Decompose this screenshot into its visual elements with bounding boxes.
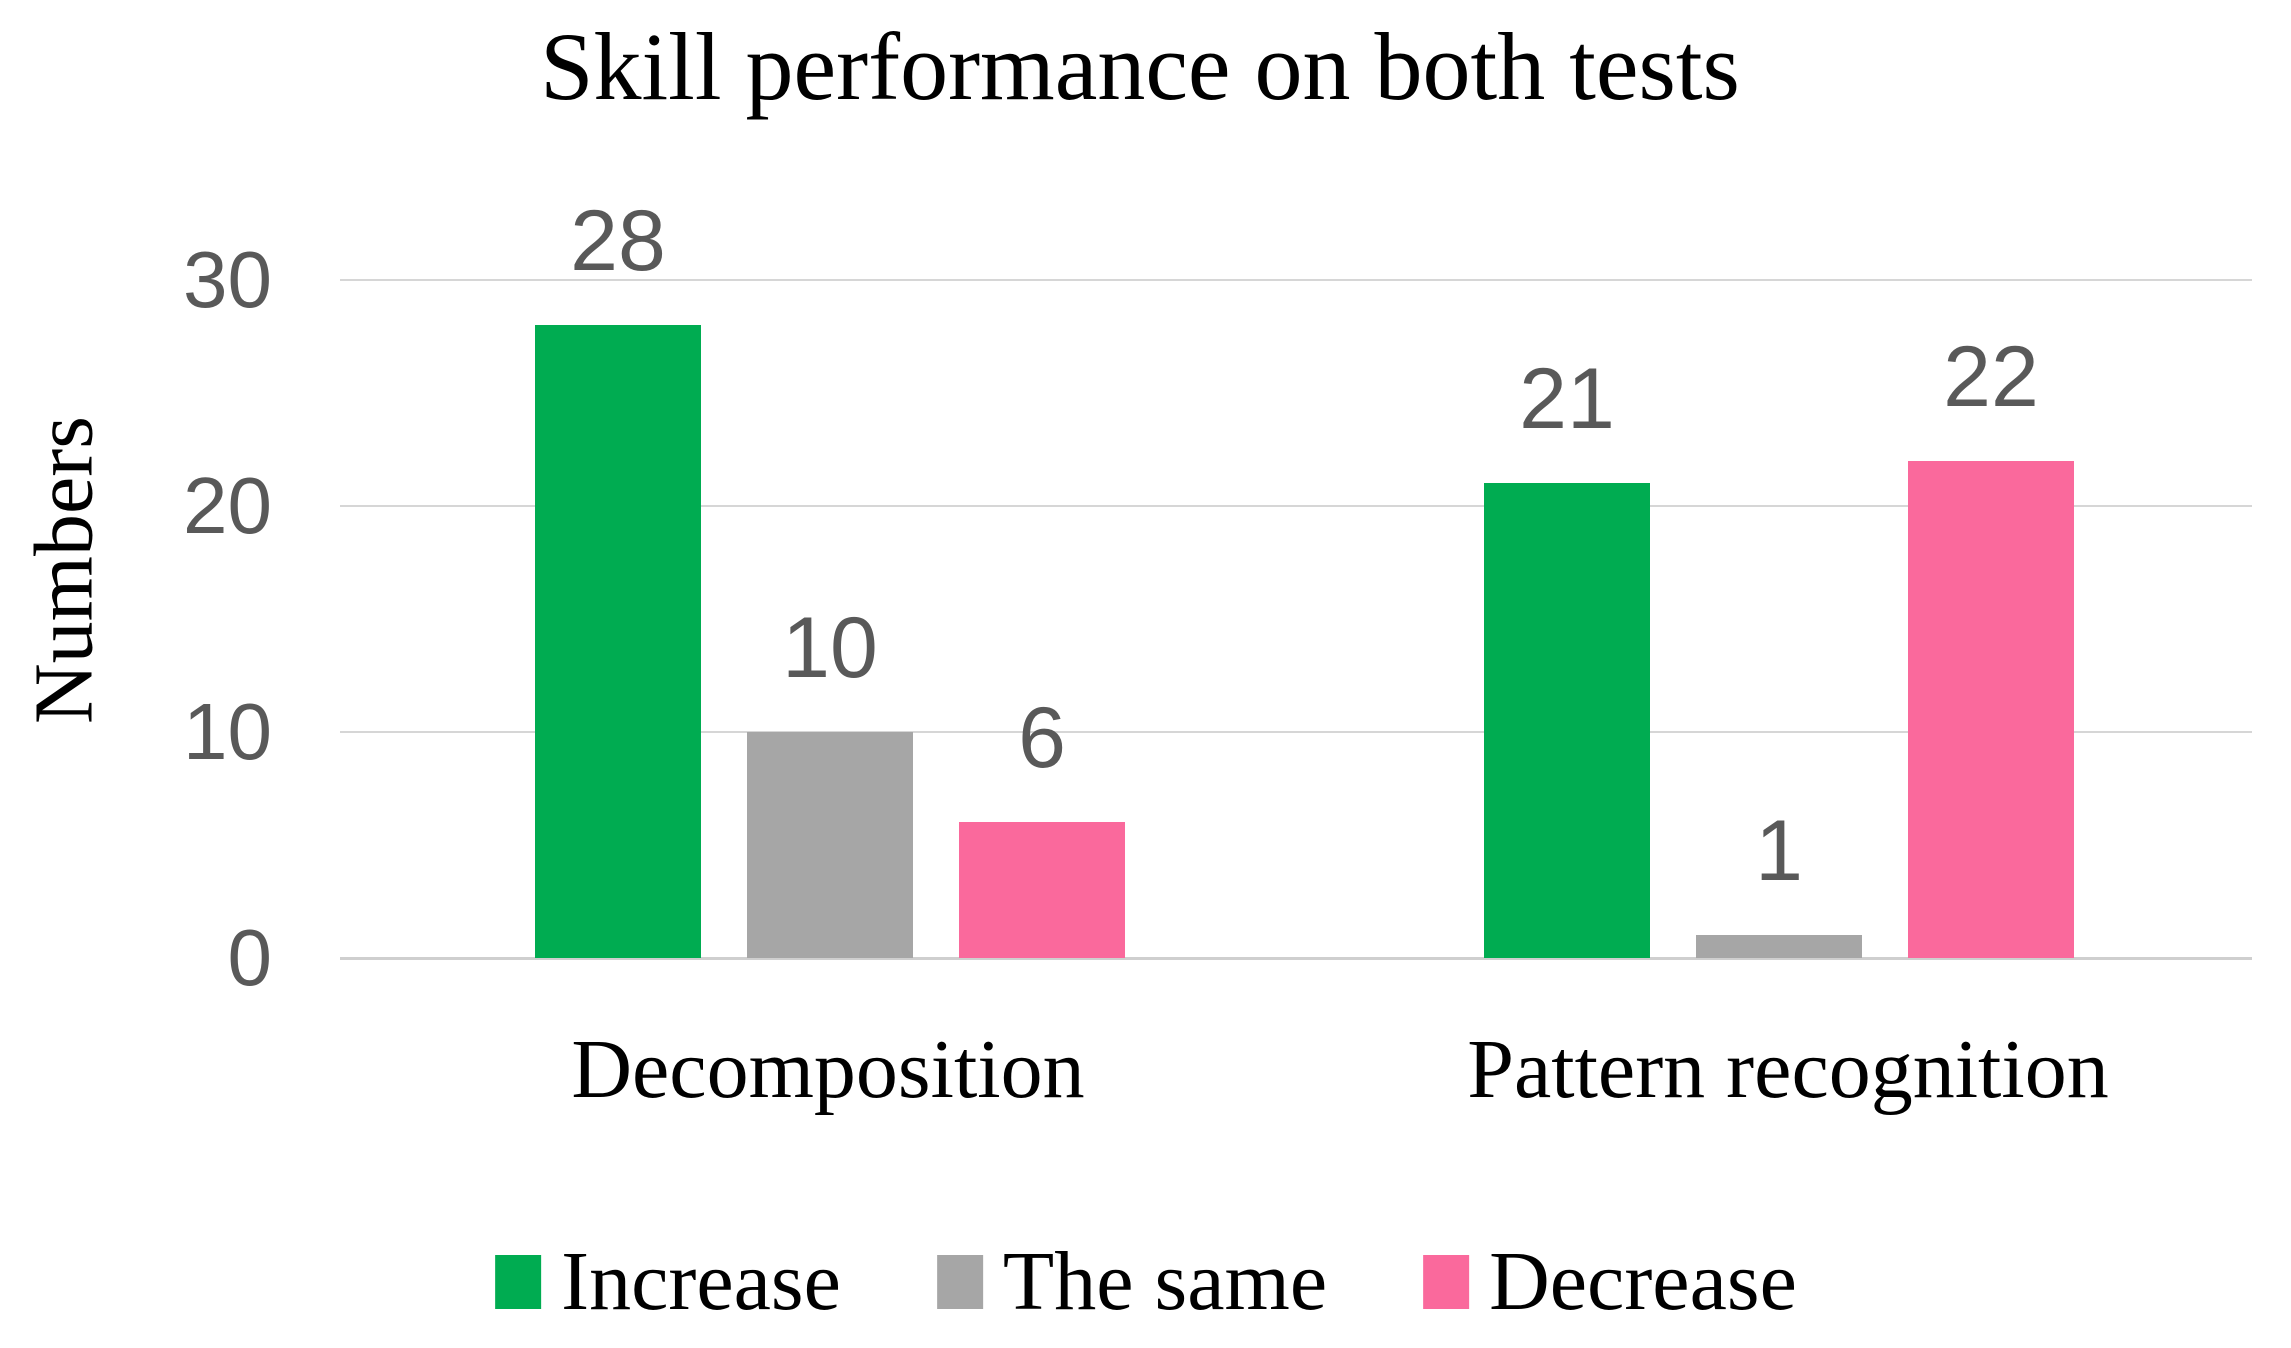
bar-value-label: 28 <box>570 193 666 289</box>
bar-value-label: 21 <box>1519 351 1615 447</box>
x-category-label: Decomposition <box>571 1023 1085 1116</box>
legend-label: Decrease <box>1489 1235 1797 1328</box>
y-tick-label: 30 <box>183 235 272 324</box>
legend-label: The same <box>1002 1235 1328 1328</box>
bar-value-label: 1 <box>1755 803 1803 899</box>
legend: Increase The same Decrease <box>495 1232 1797 1332</box>
gridline <box>340 731 2252 733</box>
y-tick-label: 0 <box>227 913 273 1002</box>
bar-increase-decomposition <box>535 325 701 958</box>
legend-item: Decrease <box>1423 1232 1797 1332</box>
bar-the-same-pattern-recognition <box>1696 935 1862 958</box>
y-tick-label: 10 <box>183 687 272 776</box>
bar-decrease-decomposition <box>959 822 1125 958</box>
legend-item: Increase <box>495 1232 841 1332</box>
gridline <box>340 505 2252 507</box>
chart-title: Skill performance on both tests <box>540 13 1740 120</box>
legend-item: The same <box>936 1232 1328 1332</box>
y-tick-label: 20 <box>183 461 272 550</box>
gridline <box>340 279 2252 281</box>
bar-value-label: 10 <box>782 600 878 696</box>
bar-decrease-pattern-recognition <box>1908 461 2074 958</box>
bar-the-same-decomposition <box>747 732 913 958</box>
legend-label: Increase <box>561 1235 841 1328</box>
legend-swatch <box>495 1255 542 1309</box>
legend-swatch <box>936 1255 983 1309</box>
bar-increase-pattern-recognition <box>1484 483 1650 958</box>
x-category-label: Pattern recognition <box>1467 1023 2109 1116</box>
bar-value-label: 6 <box>1018 690 1066 786</box>
x-axis-line <box>340 957 2252 960</box>
legend-swatch <box>1423 1255 1470 1309</box>
bar-value-label: 22 <box>1943 329 2039 425</box>
